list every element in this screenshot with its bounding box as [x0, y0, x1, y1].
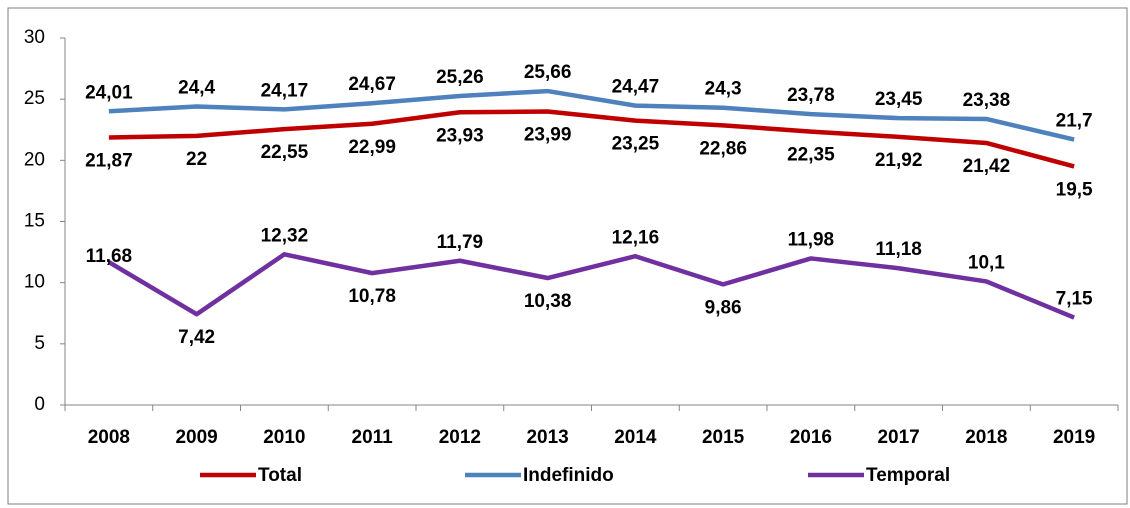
- y-tick-label: 15: [24, 211, 45, 232]
- data-label: 9,86: [705, 297, 742, 318]
- series-line: [108, 109, 1075, 169]
- data-label: 23,93: [436, 125, 484, 146]
- data-label: 23,78: [787, 85, 835, 106]
- data-label: 7,15: [1056, 289, 1093, 310]
- data-label: 22,35: [787, 145, 835, 166]
- data-label: 24,4: [178, 78, 215, 99]
- x-tick-label: 2013: [526, 427, 568, 448]
- chart-frame: [7, 7, 1128, 505]
- data-label: 22,55: [261, 142, 309, 163]
- legend-label: Indefinido: [523, 465, 614, 486]
- data-label: 21,87: [85, 150, 133, 171]
- data-label: 21,42: [963, 156, 1011, 177]
- x-tick-label: 2016: [790, 427, 832, 448]
- data-label: 11,79: [437, 232, 484, 253]
- x-tick-label: 2017: [877, 427, 919, 448]
- y-tick-label: 30: [24, 27, 45, 48]
- data-label: 23,45: [875, 89, 923, 110]
- data-label: 21,92: [875, 150, 923, 171]
- data-label: 24,67: [348, 74, 396, 95]
- data-label: 25,66: [524, 62, 572, 83]
- y-tick-label: 25: [24, 88, 45, 109]
- legend-label: Total: [258, 465, 302, 486]
- data-label: 22: [186, 149, 207, 170]
- data-label: 24,3: [705, 79, 742, 100]
- data-label: 11,98: [788, 229, 835, 250]
- data-label: 11,68: [86, 246, 133, 267]
- data-label: 23,25: [612, 134, 660, 155]
- x-tick-label: 2010: [263, 427, 305, 448]
- data-label: 10,78: [348, 286, 396, 307]
- data-label: 24,17: [261, 80, 309, 101]
- x-tick-label: 2008: [88, 427, 130, 448]
- x-tick-label: 2011: [352, 427, 394, 448]
- legend-label: Temporal: [866, 465, 950, 486]
- data-label: 12,32: [261, 225, 309, 246]
- data-label: 23,38: [963, 90, 1011, 111]
- x-tick-label: 2019: [1053, 427, 1095, 448]
- data-label: 7,42: [178, 327, 215, 348]
- data-label: 21,7: [1056, 111, 1093, 132]
- data-label: 19,5: [1056, 179, 1093, 200]
- data-label: 10,38: [524, 291, 572, 312]
- data-label: 22,86: [699, 138, 747, 159]
- series-line: [107, 252, 1075, 320]
- x-tick-label: 2018: [965, 427, 1007, 448]
- data-label: 12,16: [612, 227, 660, 248]
- data-label: 24,47: [612, 77, 660, 98]
- x-tick-label: 2012: [439, 427, 481, 448]
- x-tick-label: 2015: [702, 427, 745, 448]
- y-tick-label: 0: [34, 394, 45, 415]
- y-tick-label: 10: [24, 272, 45, 293]
- data-label: 25,26: [436, 67, 484, 88]
- data-label: 23,99: [524, 125, 572, 146]
- series-line: [108, 88, 1075, 142]
- data-label: 22,99: [348, 137, 396, 158]
- data-label: 11,18: [875, 239, 922, 260]
- x-tick-label: 2014: [614, 427, 657, 448]
- x-tick-label: 2009: [175, 427, 217, 448]
- data-label: 10,1: [968, 252, 1005, 273]
- y-tick-label: 20: [24, 149, 45, 170]
- data-label: 24,01: [85, 82, 133, 103]
- y-tick-label: 5: [34, 333, 45, 354]
